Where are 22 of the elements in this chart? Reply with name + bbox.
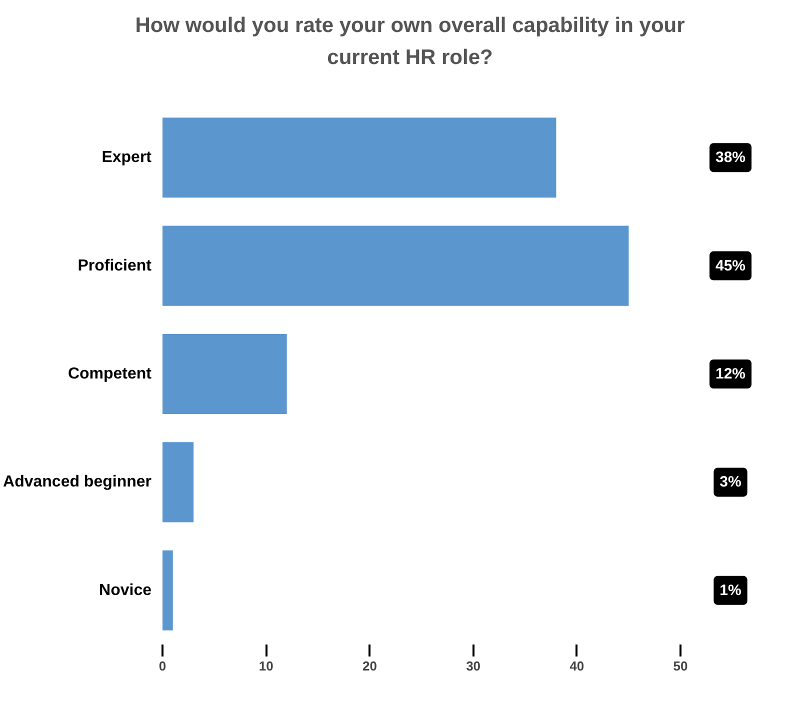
x-tick-label: 20 (362, 658, 377, 674)
y-tick-label: Proficient (78, 257, 152, 274)
data-label: 45% (715, 257, 746, 274)
data-label: 3% (720, 474, 742, 491)
x-tick-label: 10 (258, 658, 274, 674)
x-tick-label: 50 (673, 658, 688, 674)
bar (162, 226, 629, 306)
y-tick-label: Competent (68, 366, 152, 382)
x-tick-label: 0 (158, 658, 166, 674)
bar (162, 334, 287, 414)
y-tick-label: Novice (99, 582, 152, 599)
x-tick-label: 40 (570, 658, 584, 674)
data-label: 38% (715, 149, 746, 166)
bar (162, 118, 556, 198)
y-tick-label: Advanced beginner (3, 474, 152, 491)
x-tick-label: 30 (466, 658, 481, 674)
y-tick-label: Expert (102, 149, 152, 166)
data-label: 12% (715, 366, 746, 382)
chart-title: How would you rate your own overall capability in your current HR role? (134, 13, 686, 70)
bar (162, 550, 173, 630)
bar (162, 442, 194, 522)
data-label: 1% (720, 582, 742, 599)
